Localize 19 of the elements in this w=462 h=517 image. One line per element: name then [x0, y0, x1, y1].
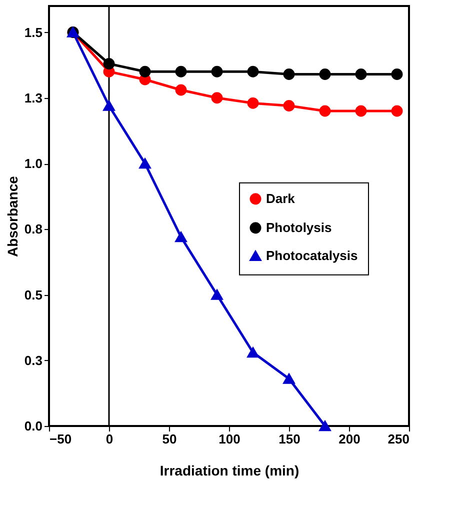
- legend-label: Photolysis: [266, 220, 332, 235]
- x-tick-label: 50: [162, 432, 177, 446]
- y-tick-label: 1.5: [24, 24, 42, 40]
- y-tick-label: 1.3: [24, 90, 42, 106]
- x-tick-label: −50: [50, 432, 72, 446]
- x-tick-label: 250: [388, 432, 410, 446]
- legend-label: Photocatalysis: [266, 248, 358, 263]
- x-tick-label: 150: [278, 432, 300, 446]
- x-axis-title: Irradiation time (min): [160, 462, 300, 478]
- y-tick-label: 0.5: [24, 287, 42, 302]
- y-tick-label: 0.8: [24, 222, 42, 237]
- y-axis-title: Absorbance: [4, 176, 20, 257]
- x-tick-label: 200: [338, 432, 360, 446]
- y-tick-label: 1.0: [24, 156, 42, 171]
- y-tick-label: 0.0: [24, 418, 42, 434]
- x-tick-label: 100: [218, 432, 240, 446]
- x-tick-label: 0: [106, 432, 114, 446]
- legend-label: Dark: [266, 190, 296, 206]
- y-tick-label: 0.3: [24, 352, 42, 368]
